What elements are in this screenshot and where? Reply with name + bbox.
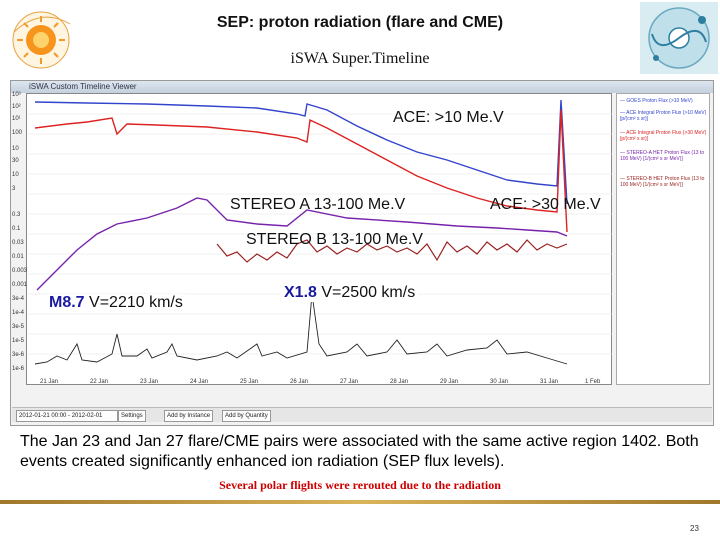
- x-tick: 31 Jan: [540, 379, 559, 385]
- ace-10mev-series: [34, 99, 568, 205]
- page-number: 23: [690, 524, 699, 533]
- x-tick: 28 Jan: [390, 379, 409, 385]
- y-tick: 1e-4: [12, 310, 25, 316]
- annotation-flare-2: X1.8 V=2500 km/s: [281, 284, 419, 302]
- legend-item[interactable]: — ACE Integral Proton Flux (>30 MeV) [p/…: [620, 130, 707, 142]
- y-tick: 10¹: [12, 116, 21, 122]
- y-tick: 0.03: [12, 240, 24, 246]
- y-tick: 10: [12, 172, 19, 178]
- y-tick: 10: [12, 146, 19, 152]
- add-by-instance-button[interactable]: Add by Instance: [164, 410, 214, 422]
- slide-subtitle: iSWA Super.Timeline: [290, 50, 430, 67]
- flare-1-speed: V=2210 km/s: [89, 294, 183, 311]
- annotation-stereo-b: STEREO B 13-100 Me.V: [246, 231, 423, 248]
- annotation-ace-10mev: ACE: >10 Me.V: [393, 109, 504, 126]
- annotation-stereo-a: STEREO A 13-100 Me.V: [230, 196, 406, 213]
- annotation-ace-30mev: ACE: >30 Me.V: [490, 196, 601, 213]
- x-tick: 30 Jan: [490, 379, 509, 385]
- slide-title: SEP: proton radiation (flare and CME): [216, 14, 504, 31]
- add-by-quantity-button[interactable]: Add by Quantity: [222, 410, 271, 422]
- y-tick: 3e-4: [12, 296, 25, 302]
- x-tick: 1 Feb: [585, 379, 601, 385]
- y-tick: 1e-6: [12, 366, 25, 372]
- y-tick: 0.003: [12, 268, 28, 274]
- x-tick: 25 Jan: [240, 379, 259, 385]
- flare-2-class: X1.8: [284, 284, 317, 301]
- y-tick: 0.01: [12, 254, 24, 260]
- x-tick: 26 Jan: [290, 379, 309, 385]
- y-tick: 100: [12, 130, 23, 136]
- ccmc-logo: [640, 2, 718, 79]
- window-titlebar: iSWA Custom Timeline Viewer: [11, 81, 713, 93]
- x-tick: 24 Jan: [190, 379, 209, 385]
- legend-item[interactable]: — ACE Integral Proton Flux (>10 MeV) [p/…: [620, 110, 707, 122]
- x-tick: 29 Jan: [440, 379, 459, 385]
- legend-item[interactable]: — GOES Proton Flux (>10 MeV): [620, 98, 693, 104]
- y-tick: 3e-6: [12, 352, 25, 358]
- y-tick: 10²: [12, 104, 21, 110]
- ace-30mev-series: [34, 109, 568, 233]
- y-tick: 0.1: [12, 226, 21, 232]
- x-tick: 23 Jan: [140, 379, 159, 385]
- y-tick: 0.3: [12, 212, 21, 218]
- body-paragraph: The Jan 23 and Jan 27 flare/CME pairs we…: [20, 433, 699, 470]
- rerouted-flights-note: Several polar flights were rerouted due …: [219, 478, 501, 492]
- timeline-plot[interactable]: [26, 93, 613, 385]
- y-tick: 30: [12, 158, 19, 164]
- flare-1-class: M8.7: [49, 294, 85, 311]
- x-tick: 21 Jan: [40, 379, 59, 385]
- y-tick: 10³: [12, 92, 21, 98]
- stereo-a-series: [36, 197, 568, 291]
- footer-divider: [0, 500, 720, 504]
- y-tick: 1e-5: [12, 338, 25, 344]
- time-range-input[interactable]: 2012-01-21 00:00 - 2012-02-01: [16, 410, 118, 422]
- xray-series: [34, 293, 568, 365]
- stereo-b-series: [216, 239, 568, 263]
- x-tick: 22 Jan: [90, 379, 109, 385]
- control-bar: 2012-01-21 00:00 - 2012-02-01 Settings A…: [12, 407, 712, 422]
- annotation-flare-1: M8.7 V=2210 km/s: [46, 294, 186, 312]
- legend-item[interactable]: — STEREO-A HET Proton Flux (13 to 100 Me…: [620, 150, 705, 162]
- legend-item[interactable]: — STEREO-B HET Proton Flux (13 to 100 Me…: [620, 176, 705, 188]
- y-tick: 3: [12, 186, 16, 192]
- y-tick: 3e-5: [12, 324, 25, 330]
- flare-2-speed: V=2500 km/s: [321, 284, 416, 301]
- sun-logo: [6, 2, 76, 83]
- x-tick: 27 Jan: [340, 379, 359, 385]
- settings-button[interactable]: Settings: [118, 410, 146, 422]
- legend-panel: — GOES Proton Flux (>10 MeV) — ACE Integ…: [616, 93, 710, 385]
- y-tick: 0.001: [12, 282, 28, 288]
